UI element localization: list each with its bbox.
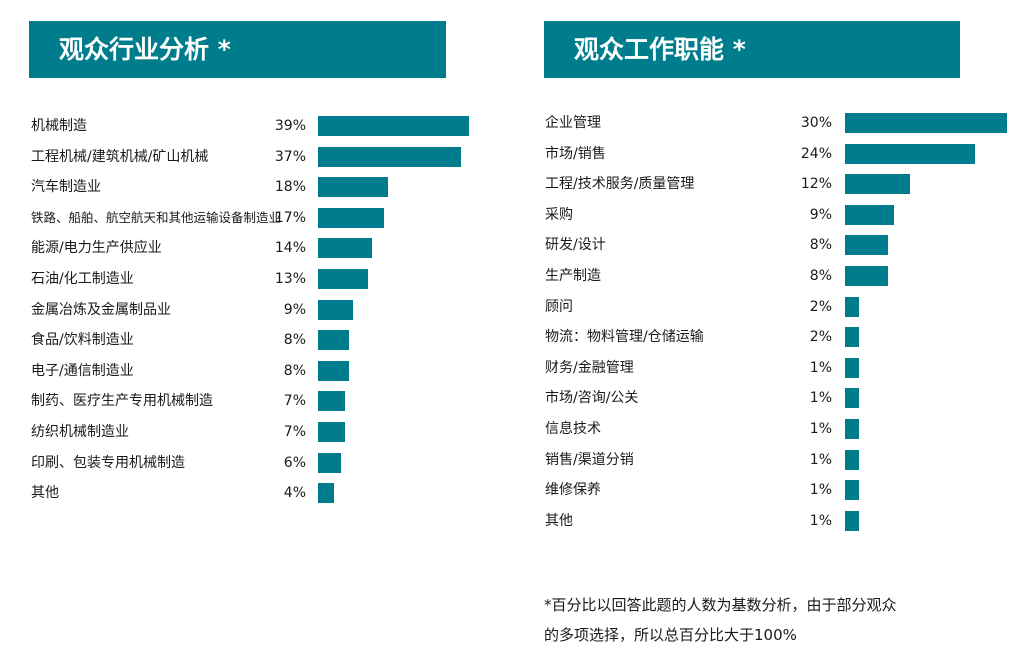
- job-bar: [845, 174, 910, 195]
- industry-value-label: 7%: [283, 424, 306, 440]
- industry-category-label: 印刷、包装专用机械制造: [31, 454, 185, 471]
- industry-category-label: 石油/化工制造业: [31, 271, 134, 287]
- job-value-label: 24%: [800, 145, 832, 162]
- industry-value-label: 14%: [274, 240, 306, 257]
- job-category-label: 企业管理: [545, 115, 601, 131]
- industry-bar: [318, 299, 353, 320]
- industry-bar: [318, 422, 346, 442]
- job-category-label: 维修保养: [545, 482, 601, 499]
- job-bar: [845, 357, 859, 378]
- industry-category-label: 机械制造: [31, 118, 87, 134]
- job-value-label: 12%: [800, 176, 832, 193]
- industry-bar: [318, 116, 470, 136]
- job-category-label: 顾问: [545, 298, 573, 315]
- job-value-label: 1%: [809, 359, 832, 376]
- job-bar: [845, 419, 859, 439]
- job-value-label: 30%: [800, 115, 832, 131]
- industry-category-label: 汽车制造业: [31, 179, 101, 196]
- job-category-label: 财务/金融管理: [545, 359, 634, 376]
- job-bar: [845, 388, 859, 409]
- industry-bar: [318, 177, 388, 198]
- job-value-label: 2%: [809, 298, 832, 315]
- footnote: *百分比以回答此题的人数为基数分析，由于部分观众 的多项选择，所以总百分比大于1…: [544, 590, 984, 650]
- industry-category-label: 制药、医疗生产专用机械制造: [31, 393, 213, 410]
- industry-category-label: 能源/电力生产供应业: [31, 240, 162, 257]
- industry-value-label: 6%: [283, 454, 306, 471]
- industry-value-label: 7%: [283, 393, 306, 410]
- job-value-label: 2%: [809, 329, 832, 346]
- footnote-line-1: *百分比以回答此题的人数为基数分析，由于部分观众: [544, 596, 897, 614]
- industry-value-label: 9%: [283, 301, 306, 318]
- job-bar: [845, 296, 859, 317]
- industry-category-label: 电子/通信制造业: [31, 362, 134, 379]
- job-function-chart-header: 观众工作职能 *: [544, 21, 960, 78]
- job-value-label: 9%: [809, 206, 832, 223]
- industry-bar: [318, 391, 346, 412]
- job-value-label: 1%: [809, 451, 832, 468]
- job-category-label: 物流：物料管理/仓储运输: [545, 329, 704, 346]
- industry-value-label: 4%: [283, 485, 306, 502]
- industry-value-label: 18%: [274, 179, 306, 196]
- job-bar: [845, 449, 859, 470]
- job-category-label: 信息技术: [545, 421, 601, 437]
- job-category-label: 工程/技术服务/质量管理: [545, 176, 695, 193]
- industry-bar: [318, 360, 349, 381]
- industry-bar: [318, 146, 462, 167]
- industry-value-label: 8%: [283, 362, 306, 379]
- industry-category-label: 其他: [31, 485, 59, 502]
- job-value-label: 1%: [809, 482, 832, 499]
- footnote-line-2: 的多项选择，所以总百分比大于100%: [544, 626, 797, 644]
- job-category-label: 生产制造: [545, 268, 601, 284]
- industry-bar: [318, 452, 342, 473]
- industry-category-label: 金属冶炼及金属制品业: [31, 301, 171, 318]
- job-category-label: 市场/咨询/公关: [545, 390, 639, 407]
- job-category-label: 其他: [545, 512, 573, 529]
- job-bar: [845, 204, 894, 225]
- industry-category-label: 铁路、船舶、航空航天和其他运输设备制造业: [31, 209, 282, 225]
- job-value-label: 1%: [809, 421, 832, 437]
- job-value-label: 8%: [809, 237, 832, 254]
- job-category-label: 采购: [545, 206, 573, 223]
- industry-value-label: 17%: [274, 209, 306, 226]
- industry-value-label: 37%: [274, 148, 306, 165]
- industry-category-label: 工程机械/建筑机械/矿山机械: [31, 148, 209, 165]
- job-bar: [845, 480, 859, 501]
- industry-bar: [318, 207, 384, 228]
- job-category-label: 销售/渠道分销: [545, 451, 634, 468]
- industry-bar: [318, 330, 349, 351]
- job-category-label: 市场/销售: [545, 145, 606, 162]
- industry-chart-header: 观众行业分析 *: [29, 21, 446, 78]
- job-bar: [845, 143, 975, 164]
- job-category-label: 研发/设计: [545, 237, 606, 254]
- job-bar: [845, 235, 889, 256]
- industry-value-label: 13%: [274, 271, 306, 287]
- job-bar: [845, 327, 859, 348]
- industry-bar: [318, 238, 373, 259]
- industry-bar: [318, 269, 369, 289]
- job-value-label: 1%: [809, 512, 832, 529]
- job-bar: [845, 510, 859, 531]
- job-bar: [845, 113, 1007, 133]
- job-value-label: 1%: [809, 390, 832, 407]
- industry-value-label: 39%: [274, 118, 306, 134]
- industry-value-label: 8%: [283, 332, 306, 349]
- job-value-label: 8%: [809, 268, 832, 284]
- job-bar: [845, 266, 889, 286]
- industry-bar: [318, 483, 334, 504]
- industry-category-label: 纺织机械制造业: [31, 424, 129, 440]
- industry-category-label: 食品/饮料制造业: [31, 332, 134, 349]
